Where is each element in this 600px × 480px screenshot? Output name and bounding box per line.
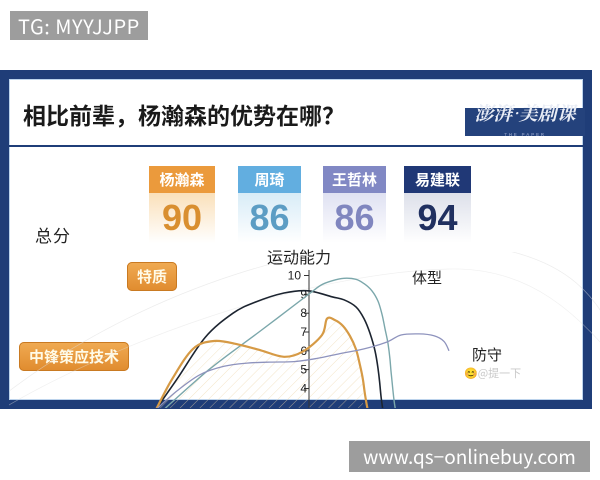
svg-text:8: 8 [300,306,307,320]
svg-text:5: 5 [300,363,307,377]
svg-text:4: 4 [300,382,307,396]
svg-text:10: 10 [288,269,302,283]
svg-text:7: 7 [300,325,307,339]
